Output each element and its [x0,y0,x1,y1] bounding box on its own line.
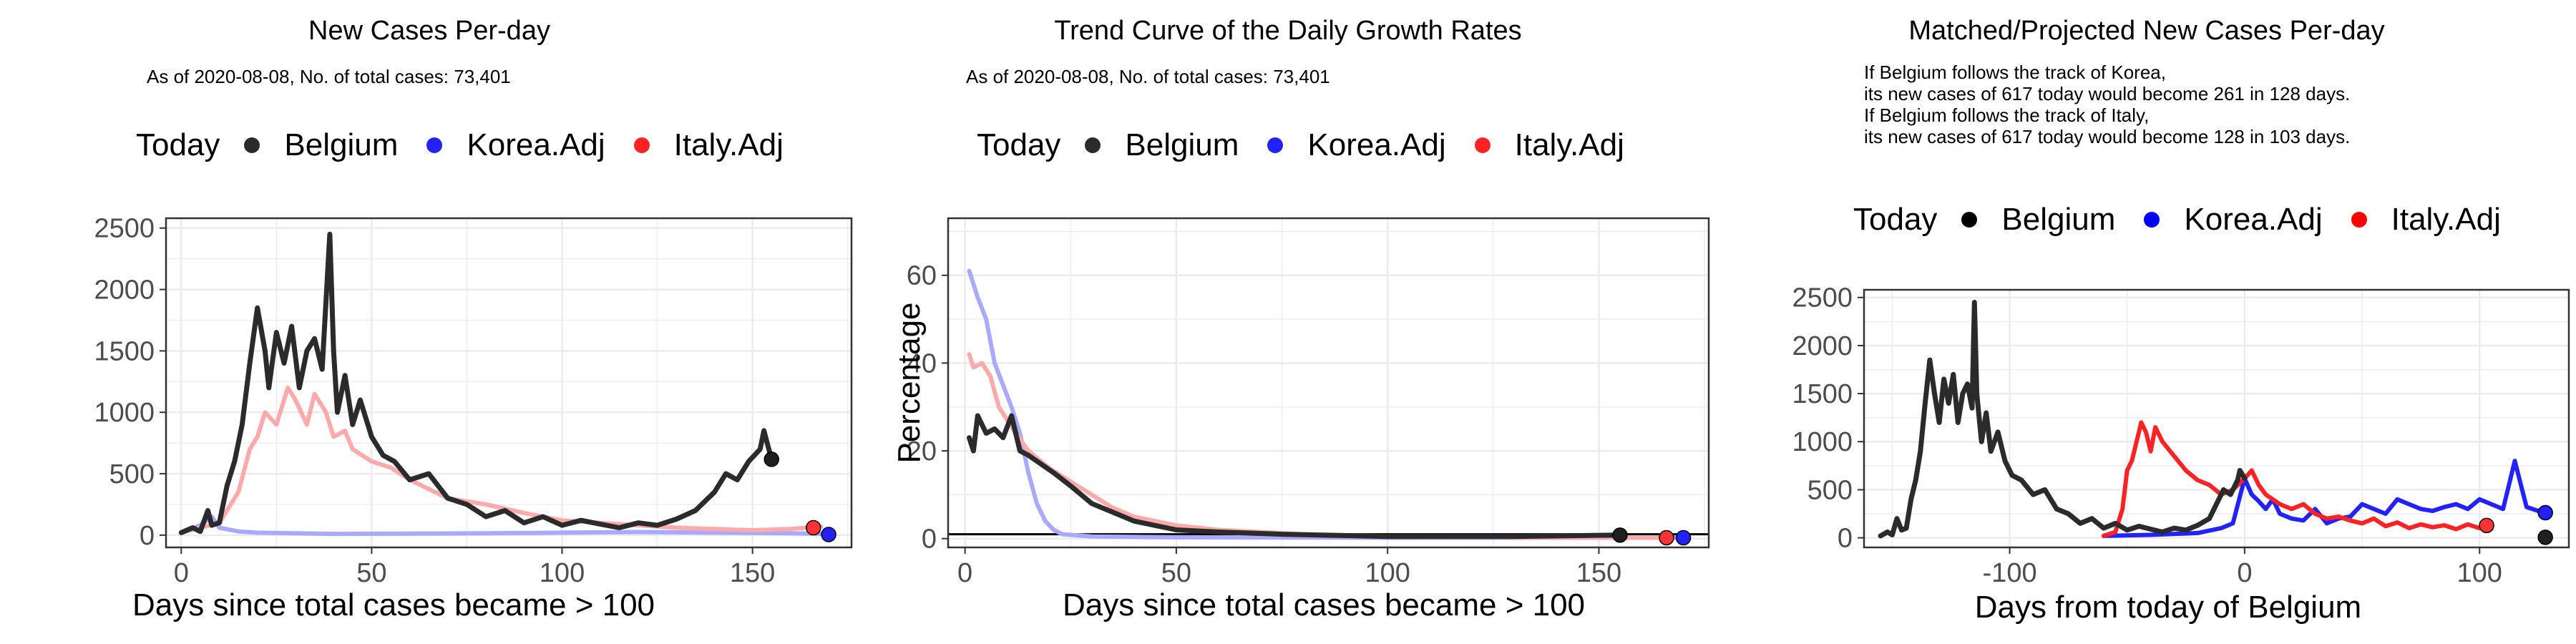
x-tick-label: 50 [356,558,386,588]
series-line-belgium [1878,300,2248,539]
x-tick-label: -100 [1983,558,2037,588]
korea-dot [2144,212,2160,228]
y-tick-label: 1500 [94,336,155,366]
today-point-italy-adj [806,519,821,536]
y-tick-label: 2000 [94,275,155,306]
series-line-korea-adj [179,514,831,537]
projection-panel: Matched/Projected New Cases Per-day If B… [1717,0,2576,644]
legend: Today Belgium Korea.Adj Italy.Adj [1853,202,2529,238]
legend-item-belgium: Belgium [1085,127,1239,163]
panel-subtitle: As of 2020-08-08, No. of total cases: 73… [147,66,511,87]
today-point-korea-adj [2537,504,2553,521]
belgium-dot [1961,212,1978,228]
belgium-dot [244,137,260,153]
y-tick-label: 500 [109,459,155,489]
x-tick-label: 150 [1576,558,1621,588]
y-tick-label: 1000 [1792,427,1853,457]
italy-dot [633,137,650,153]
x-tick-label: 0 [2237,558,2252,588]
panel-title: Trend Curve of the Daily Growth Rates [1054,16,1522,46]
series-line-belgium [967,413,1623,540]
panel-title: Matched/Projected New Cases Per-day [1908,16,2385,46]
y-tick-label: 2500 [1792,283,1853,313]
today-point-italy-adj [2479,517,2494,534]
legend: Today Belgium Korea.Adj Italy.Adj [136,127,812,163]
today-point-italy-adj [1659,530,1674,546]
y-tick-label: 0 [140,521,155,551]
y-tick-label: 40 [907,348,937,379]
y-axis-label: Percentage [892,302,927,463]
x-tick-label: 100 [1365,558,1410,588]
legend-item-korea: Korea.Adj [1267,127,1446,163]
legend-item-belgium: Belgium [1961,202,2115,238]
x-tick-label: 150 [730,558,775,588]
y-tick-label: 2500 [94,214,155,244]
x-tick-label: 100 [2457,558,2502,588]
today-point-belgium [1612,527,1628,543]
legend-title: Today [1853,202,1938,237]
korea-dot [426,137,443,153]
legend-item-korea: Korea.Adj [2144,202,2323,238]
legend-title: Today [136,127,220,162]
y-tick-label: 500 [1807,475,1853,505]
series-line-belgium [178,231,774,535]
panel-title: New Cases Per-day [308,16,550,46]
legend-item-italy: Italy.Adj [633,127,784,163]
y-tick-label: 0 [1838,524,1853,554]
legend-item-korea: Korea.Adj [426,127,605,163]
belgium-dot [1085,137,1101,153]
panel-border [1863,288,2570,549]
panel-subtitle: As of 2020-08-08, No. of total cases: 73… [966,66,1330,87]
y-tick-label: 1000 [94,398,155,428]
italy-dot [1474,137,1491,153]
x-axis-label: Days from today of Belgium [1975,590,2361,625]
y-tick-label: 60 [907,261,937,291]
today-point-korea-adj [1675,530,1692,546]
growth-rate-panel: Trend Curve of the Daily Growth Rates As… [859,0,1717,644]
korea-dot [1267,137,1284,153]
panel-border [947,217,1710,549]
legend-item-belgium: Belgium [244,127,398,163]
legend-item-italy: Italy.Adj [1474,127,1624,163]
growth-rate-chart: 0 50 100 150 0 20 40 60 Days since total cases b… [892,217,1710,623]
today-point-belgium [763,452,779,467]
series-line-korea-adj [2101,459,2548,538]
today-point-belgium [2537,530,2553,545]
series-line-italy-adj [967,352,1669,540]
series-line-korea-adj [967,268,1686,540]
x-tick-label: 0 [174,558,189,588]
series-line-italy-adj [2101,420,2489,538]
x-tick-label: 0 [957,558,972,588]
panel-subtitle: If Belgium follows the track of Korea, i… [1864,62,2351,147]
legend-title: Today [977,127,1061,162]
y-tick-label: 20 [907,436,937,467]
x-tick-label: 50 [1161,558,1191,588]
today-point-korea-adj [821,527,836,542]
x-tick-label: 100 [540,558,585,588]
x-axis-label: Days since total cases became > 100 [132,587,655,623]
legend: Today Belgium Korea.Adj Italy.Adj [977,127,1653,163]
panel-border [165,217,853,549]
new-cases-panel: New Cases Per-day As of 2020-08-08, No. … [0,0,859,644]
y-tick-label: 1500 [1792,379,1853,409]
legend-item-italy: Italy.Adj [2351,202,2501,238]
y-tick-label: 2000 [1792,331,1853,361]
italy-dot [2351,212,2367,228]
y-tick-label: 0 [922,525,937,555]
x-axis-label: Days since total cases became > 100 [1063,587,1585,623]
